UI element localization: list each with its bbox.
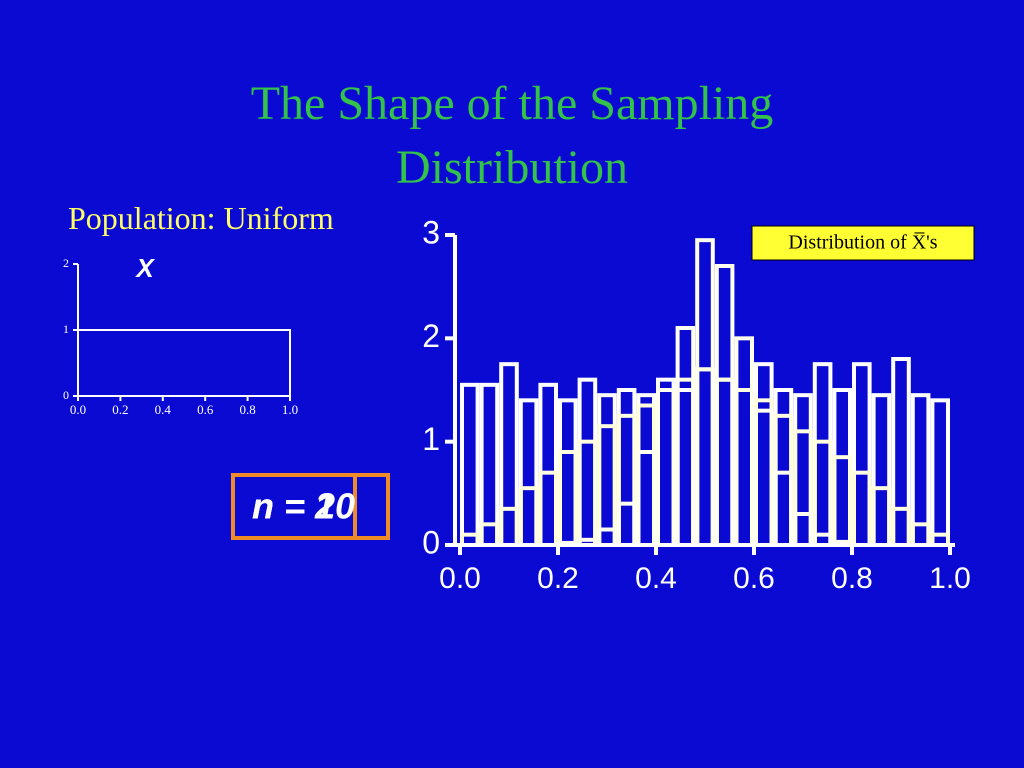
histogram-bar <box>714 377 735 547</box>
histogram-bar <box>852 362 872 547</box>
histogram-bar <box>773 388 794 547</box>
histogram-bar <box>597 424 617 547</box>
histogram-title: Distribution of X̅'s <box>788 232 937 254</box>
histogram-bar <box>675 388 696 547</box>
x-axis-label: X <box>134 253 155 283</box>
histogram-bar <box>499 506 519 548</box>
histogram-bar <box>852 470 872 547</box>
histogram-bar <box>538 470 559 547</box>
histogram-bar <box>714 377 735 547</box>
x-tick-label: 0.6 <box>197 402 214 417</box>
histogram-bar <box>871 486 892 547</box>
histogram-bar <box>597 393 617 547</box>
x-tick-label: 1.0 <box>282 402 298 417</box>
histogram-bar <box>636 393 657 547</box>
population-line <box>78 329 291 396</box>
histogram-bar <box>656 377 676 547</box>
y-tick-label: 3 <box>422 214 440 250</box>
x-tick-label: 0.4 <box>155 402 172 417</box>
histogram-bar <box>734 336 755 548</box>
y-tick-label: 0 <box>422 524 440 560</box>
histogram-bar <box>518 486 539 547</box>
histogram-bar <box>891 506 911 548</box>
histogram-bar <box>734 388 755 547</box>
histogram-bar <box>538 382 559 548</box>
histogram-bar <box>871 393 892 547</box>
x-tick-label: 0.8 <box>831 562 873 595</box>
x-tick-label: 0.2 <box>112 402 128 417</box>
y-tick-label: 2 <box>422 318 440 354</box>
histogram-bar <box>754 362 774 547</box>
histogram-bar <box>597 527 617 547</box>
histogram-bar <box>695 238 715 548</box>
histogram-bar <box>577 377 598 547</box>
histogram-bar <box>675 377 696 547</box>
x-tick-label: 0.0 <box>439 562 481 595</box>
histogram-bar <box>656 388 676 547</box>
legend-box <box>751 225 975 261</box>
histogram-bar <box>577 439 598 547</box>
histogram-bar <box>734 388 755 547</box>
histogram-bar <box>812 439 833 547</box>
histogram-bar <box>891 357 911 547</box>
population-title: Population: Uniform <box>68 200 334 236</box>
histogram-bar <box>910 522 931 547</box>
x-tick-label: 0.6 <box>733 562 775 595</box>
histogram-bar <box>773 413 794 548</box>
y-tick-label: 1 <box>422 421 440 457</box>
histogram-bar <box>460 382 480 548</box>
histogram-bar <box>754 408 774 547</box>
histogram-bar <box>479 522 500 547</box>
sample-size-label: n = 2 <box>252 486 335 527</box>
histogram-bar <box>695 367 715 548</box>
sample-size-label: n = 1 <box>252 486 335 527</box>
histogram-bar <box>616 413 637 548</box>
histogram-bar <box>636 450 657 547</box>
histogram-bar <box>714 264 735 547</box>
histogram-bar <box>793 512 813 547</box>
slide-title: The Shape of the Sampling Distribution <box>250 77 774 194</box>
histogram-bar <box>518 398 539 548</box>
x-tick-label: 1.0 <box>929 562 971 595</box>
x-tick-label: 0.4 <box>635 562 677 595</box>
histogram-bar <box>656 388 676 547</box>
x-tick-label: 0.0 <box>70 402 86 417</box>
histogram-bar <box>499 362 519 547</box>
histogram-bar <box>616 501 637 547</box>
y-tick-label: 2 <box>63 256 69 270</box>
histogram-bar <box>558 450 578 547</box>
y-tick-label: 0 <box>63 388 69 402</box>
histogram-bar <box>930 398 951 548</box>
histogram-bar <box>675 326 696 547</box>
histogram-bar <box>793 393 813 547</box>
histogram-bar <box>479 382 500 548</box>
histogram-bar <box>754 398 774 548</box>
histogram-bar <box>616 388 637 547</box>
x-tick-label: 0.8 <box>239 402 255 417</box>
histogram-bar <box>773 470 794 547</box>
sample-size-box <box>353 473 390 540</box>
histogram-bar <box>695 367 715 548</box>
histogram-bar <box>558 398 578 548</box>
y-tick-label: 1 <box>63 322 69 336</box>
histogram-bar <box>636 403 657 547</box>
histogram-bar <box>832 455 853 547</box>
sample-size-label: n = 10 <box>252 486 355 527</box>
histogram-bar <box>832 388 853 547</box>
histogram-bar <box>793 429 813 548</box>
histogram-bar <box>812 362 833 547</box>
x-tick-label: 0.2 <box>537 562 579 595</box>
